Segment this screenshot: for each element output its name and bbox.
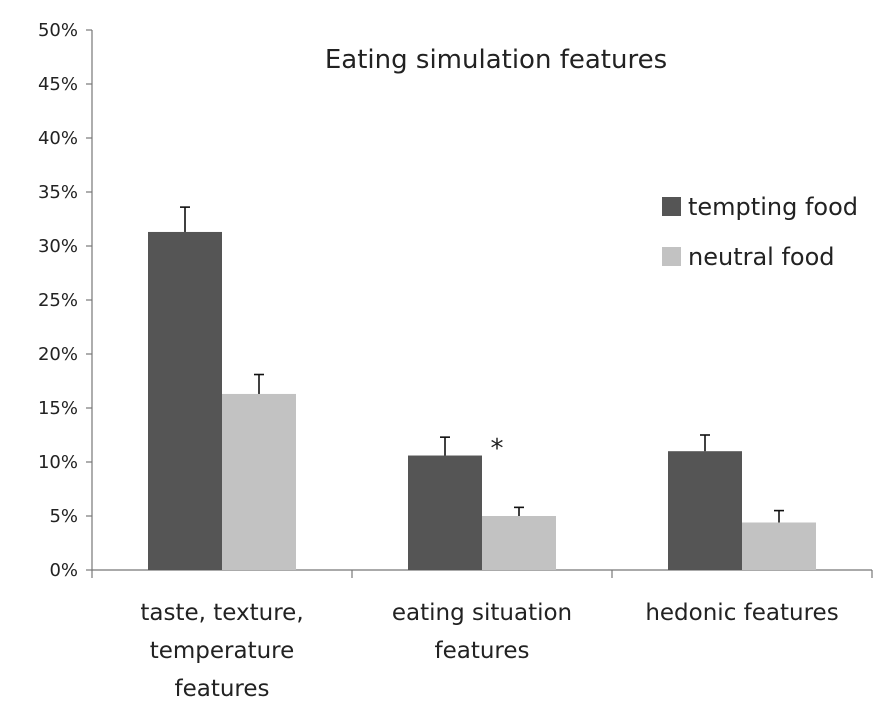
legend-swatch xyxy=(662,247,681,266)
x-category-label: taste, texture, xyxy=(140,600,303,626)
y-tick-label: 10% xyxy=(38,452,78,473)
x-category-label: temperature xyxy=(150,638,295,664)
x-category-label: features xyxy=(434,638,529,664)
y-tick-label: 35% xyxy=(38,182,78,203)
y-tick-label: 50% xyxy=(38,20,78,41)
y-tick-label: 30% xyxy=(38,236,78,257)
legend-label: tempting food xyxy=(688,193,858,221)
significance-annotation: * xyxy=(491,434,504,464)
x-category-label: eating situation xyxy=(392,600,572,626)
y-tick-label: 40% xyxy=(38,128,78,149)
x-category-label: features xyxy=(174,676,269,702)
y-tick-label: 15% xyxy=(38,398,78,419)
bar xyxy=(148,231,222,570)
x-category-label: hedonic features xyxy=(645,600,838,626)
y-tick-label: 5% xyxy=(49,506,78,527)
bar xyxy=(222,393,296,570)
y-tick-label: 45% xyxy=(38,74,78,95)
bar xyxy=(408,455,482,570)
legend-swatch xyxy=(662,197,681,216)
legend-label: neutral food xyxy=(688,243,835,271)
y-tick-label: 0% xyxy=(49,560,78,581)
chart-title: Eating simulation features xyxy=(325,45,667,75)
y-tick-label: 25% xyxy=(38,290,78,311)
bar xyxy=(668,451,742,570)
y-tick-label: 20% xyxy=(38,344,78,365)
bar xyxy=(482,516,556,570)
bar xyxy=(742,522,816,570)
